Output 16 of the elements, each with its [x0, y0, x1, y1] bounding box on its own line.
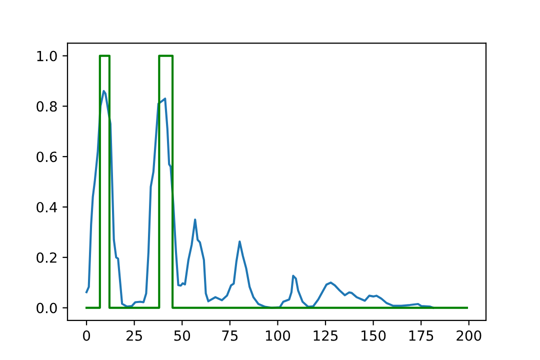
y-tick-label: 1.0 — [37, 50, 57, 62]
x-tick-label: 0 — [83, 330, 90, 341]
x-tick-label: 200 — [456, 330, 482, 341]
x-tick-label: 150 — [362, 330, 386, 341]
y-tick-label: 0.4 — [36, 202, 57, 212]
y-tick-label: 0.6 — [36, 152, 57, 162]
x-tick-label: 25 — [126, 330, 142, 341]
x-tick-label: 75 — [222, 330, 238, 341]
y-tick-label: 0.2 — [36, 252, 56, 263]
y-tick-label: 0.8 — [36, 101, 57, 112]
x-tick-label: 175 — [409, 330, 434, 341]
x-tick-label: 50 — [174, 330, 190, 341]
y-tick-label: 0.0 — [36, 302, 57, 314]
x-tick-label: 100 — [266, 330, 290, 341]
x-tick-label: 125 — [314, 330, 338, 341]
line-series — [85, 90, 434, 309]
